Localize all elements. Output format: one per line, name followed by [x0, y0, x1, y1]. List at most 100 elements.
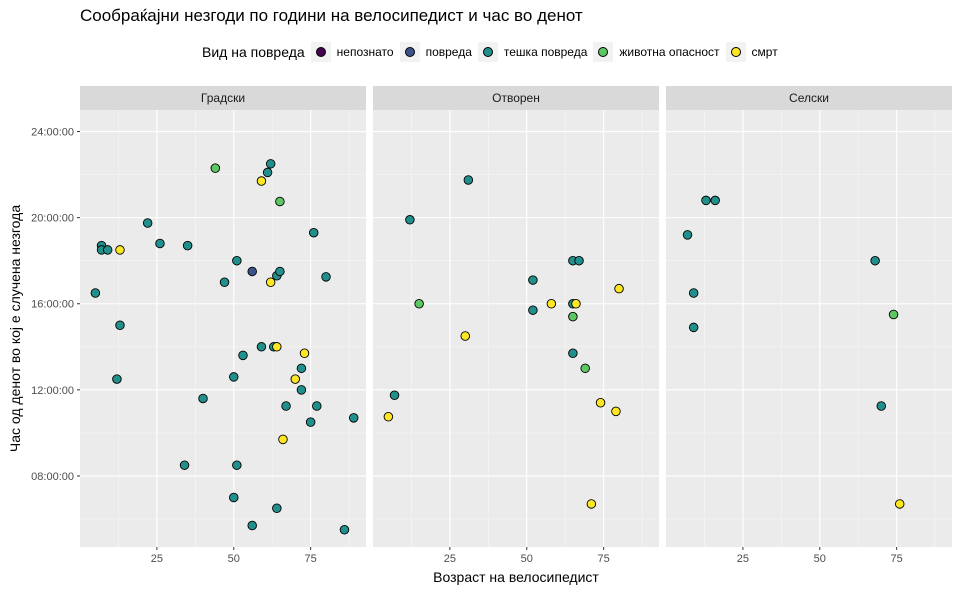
data-point [256, 342, 267, 352]
data-point [701, 195, 711, 206]
data-point [383, 412, 394, 422]
legend-item-injury: повреда [399, 42, 472, 62]
legend-item-death: смрт [725, 42, 778, 62]
x-tick-label: 75 [598, 553, 610, 565]
y-tick-label: 12:00:00 [31, 385, 74, 397]
panel-background [80, 110, 366, 547]
data-point [256, 176, 267, 186]
data-point [229, 492, 239, 503]
data-point [278, 434, 288, 445]
data-point [296, 363, 307, 374]
data-point [281, 401, 291, 411]
data-point [546, 298, 557, 309]
data-point [115, 320, 125, 331]
facet-strip [666, 86, 952, 110]
data-point [595, 398, 606, 408]
data-point [115, 245, 125, 255]
y-tick-label: 08:00:00 [31, 471, 74, 483]
data-point [210, 163, 221, 173]
data-point [528, 305, 538, 315]
data-point [247, 266, 257, 277]
y-tick-label: 20:00:00 [31, 213, 74, 225]
legend: Вид на повреда непознато повреда тешка п… [202, 42, 784, 62]
data-point [272, 503, 282, 514]
y-axis-title: Час од денот во кој е случена незгода [7, 205, 23, 452]
data-point [265, 277, 276, 287]
facet-label: Отворен [492, 91, 540, 105]
data-point [272, 342, 282, 352]
x-tick-label: 25 [444, 553, 456, 565]
data-point [571, 298, 581, 309]
data-point [198, 393, 208, 404]
x-tick-label: 50 [228, 553, 240, 565]
data-point [414, 298, 424, 309]
data-point [463, 175, 474, 185]
data-point [688, 322, 699, 333]
y-tick-label: 24:00:00 [31, 127, 74, 139]
data-point [299, 348, 310, 359]
data-point [389, 390, 400, 400]
data-point [312, 401, 322, 411]
data-point [405, 215, 415, 225]
data-point [219, 277, 230, 287]
data-point [238, 350, 248, 361]
data-point [611, 406, 621, 417]
data-point [568, 348, 578, 359]
data-point [894, 499, 905, 509]
x-tick-label: 25 [151, 553, 163, 565]
legend-swatch [482, 47, 493, 57]
data-point [90, 288, 101, 298]
data-point [275, 266, 285, 277]
x-tick-label: 75 [305, 553, 317, 565]
data-point [528, 275, 538, 285]
data-point [682, 230, 693, 240]
data-point [182, 240, 193, 251]
data-point [232, 255, 242, 266]
data-point [870, 255, 880, 266]
legend-swatch [315, 47, 326, 57]
data-point [460, 331, 471, 341]
facet-label: Селски [789, 91, 829, 105]
data-point [339, 525, 350, 535]
legend-item-unknown: непознато [310, 42, 394, 62]
legend-swatch [730, 47, 741, 57]
legend-item-life-threatening: животна опасност [593, 42, 720, 62]
y-tick-label: 16:00:00 [31, 299, 74, 311]
facet-label: Градски [201, 91, 245, 105]
x-tick-label: 25 [737, 553, 749, 565]
facet-strip [80, 86, 366, 110]
legend-item-serious-injury: тешка повреда [477, 42, 588, 62]
legend-swatch [404, 47, 415, 57]
legend-label: тешка повреда [503, 45, 588, 59]
data-point [275, 196, 285, 207]
x-axis-title: Возраст на велосипедист [433, 569, 599, 585]
legend-swatch [598, 47, 609, 57]
x-tick-label: 50 [521, 553, 533, 565]
data-point [888, 309, 899, 320]
data-point [688, 288, 699, 298]
data-point [155, 238, 165, 249]
data-point [265, 159, 276, 169]
legend-label: непознато [336, 45, 394, 59]
data-point [142, 218, 153, 228]
data-point [247, 520, 257, 531]
data-point [229, 372, 239, 382]
facet-strip [373, 86, 659, 110]
data-point [290, 374, 301, 384]
data-point [232, 460, 242, 470]
data-point [321, 272, 331, 282]
data-point [348, 413, 359, 423]
legend-label: смрт [751, 45, 778, 59]
panel-background [666, 110, 952, 547]
data-point [296, 385, 307, 395]
data-point [580, 363, 590, 374]
legend-title: Вид на повреда [202, 44, 305, 60]
x-tick-label: 50 [814, 553, 826, 565]
data-point [112, 374, 122, 384]
data-point [305, 417, 316, 427]
data-point [308, 227, 319, 238]
x-tick-label: 75 [891, 553, 903, 565]
data-point [586, 499, 597, 509]
panel-background [373, 110, 659, 547]
data-point [876, 401, 887, 411]
